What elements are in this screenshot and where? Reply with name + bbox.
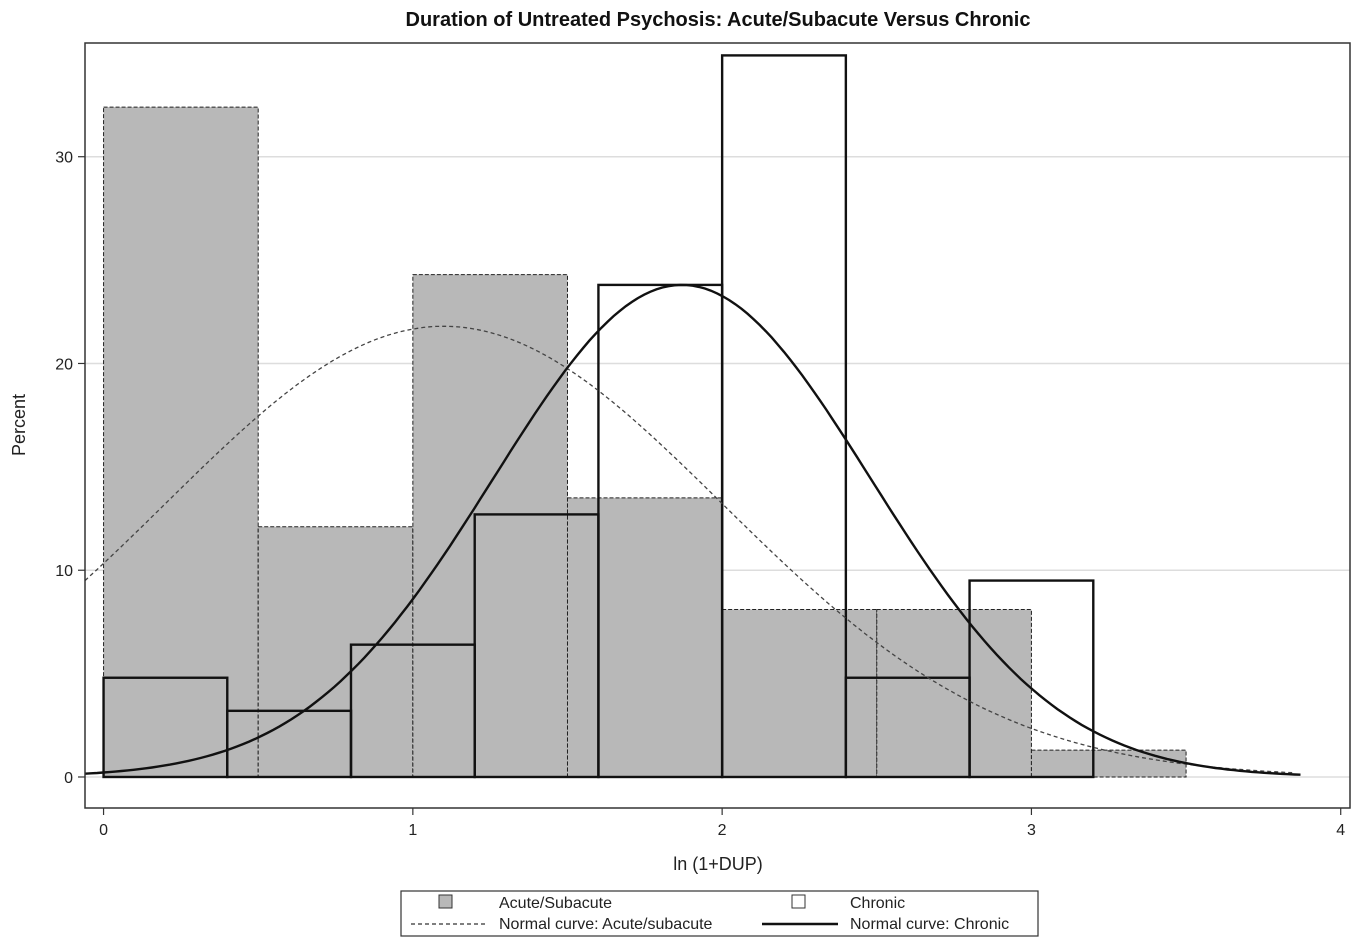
- acute-bar: [257, 526, 414, 778]
- acute-bar: [566, 497, 723, 778]
- legend-frame: [400, 890, 1039, 937]
- chronic-bars: [102, 54, 1095, 779]
- x-tick-label: 1: [408, 822, 417, 839]
- acute-subacute-bars: [103, 106, 1187, 778]
- acute-normal-curve: [84, 325, 1295, 774]
- chronic-bar: [968, 579, 1095, 779]
- y-tick-label: 10: [55, 563, 73, 580]
- normal-curves: [84, 283, 1301, 776]
- legend-label-chronic: Chronic: [850, 895, 905, 912]
- legend: Acute/Subacute Chronic Normal curve: Acu…: [400, 890, 1039, 937]
- chronic-bar: [720, 54, 848, 779]
- acute-bar: [721, 609, 878, 778]
- x-axis: 0 1 2 3 4: [99, 808, 1345, 839]
- chart-title: Duration of Untreated Psychosis: Acute/S…: [406, 9, 1031, 31]
- acute-bar: [103, 106, 259, 778]
- x-tick-label: 2: [718, 822, 727, 839]
- y-axis-title: Percent: [9, 394, 29, 456]
- y-tick-label: 20: [55, 356, 73, 373]
- legend-label-chronic-curve: Normal curve: Chronic: [850, 916, 1009, 933]
- y-axis: 0 10 20 30: [55, 150, 85, 787]
- x-tick-label: 4: [1336, 822, 1345, 839]
- acute-bar: [412, 274, 568, 778]
- x-axis-title: ln (1+DUP): [673, 854, 763, 874]
- x-tick-label: 0: [99, 822, 108, 839]
- legend-swatch-acute: [438, 894, 453, 909]
- legend-swatch-chronic: [791, 894, 806, 909]
- acute-bar: [1030, 749, 1187, 778]
- legend-label-acute: Acute/Subacute: [499, 895, 612, 912]
- x-tick-label: 3: [1027, 822, 1036, 839]
- y-tick-label: 30: [55, 150, 73, 167]
- chronic-normal-curve: [84, 283, 1301, 776]
- legend-label-acute-curve: Normal curve: Acute/subacute: [499, 916, 713, 933]
- y-tick-label: 0: [64, 770, 73, 787]
- plot-frame: [84, 42, 1351, 809]
